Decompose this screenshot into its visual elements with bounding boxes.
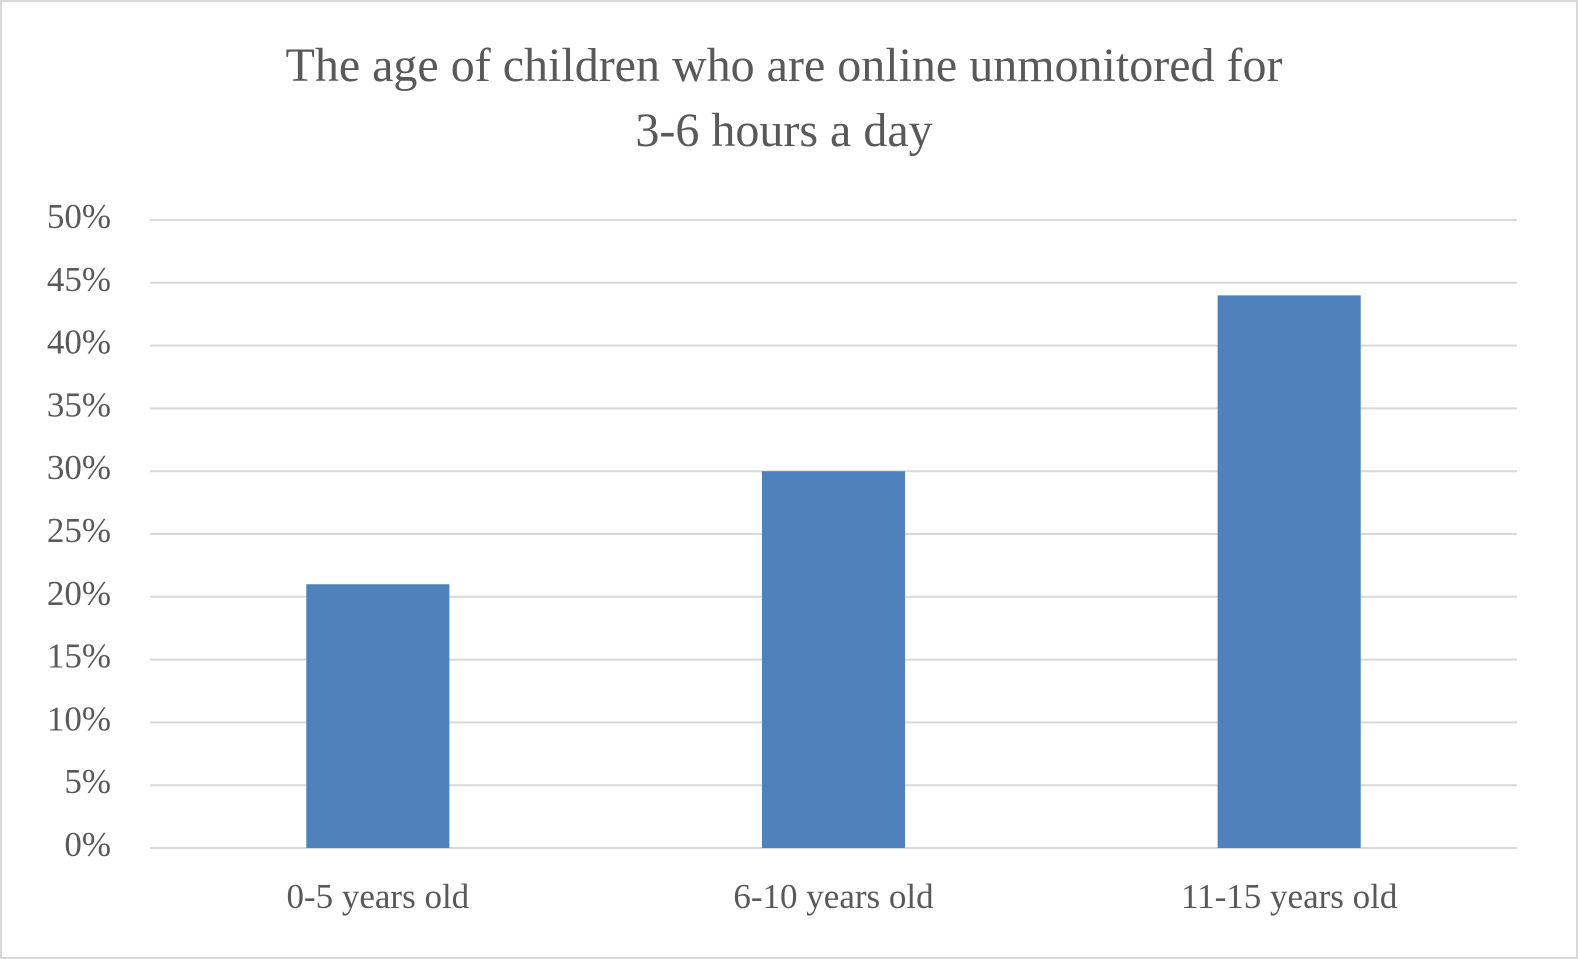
y-tick-label: 25% xyxy=(47,511,111,550)
y-tick-label: 40% xyxy=(47,323,111,362)
y-tick-label: 50% xyxy=(47,197,111,236)
chart-title: The age of children who are online unmon… xyxy=(286,39,1283,92)
y-tick-label: 5% xyxy=(64,762,111,801)
y-tick-label: 10% xyxy=(47,699,111,738)
y-tick-label: 0% xyxy=(64,825,111,864)
x-tick-label: 0-5 years old xyxy=(286,877,469,916)
bar xyxy=(1217,295,1361,848)
y-tick-label: 35% xyxy=(47,385,111,424)
bar xyxy=(761,471,906,848)
chart-title: 3-6 hours a day xyxy=(635,104,932,157)
y-tick-label: 20% xyxy=(47,574,111,613)
x-tick-label: 6-10 years old xyxy=(733,877,934,916)
y-tick-label: 30% xyxy=(47,448,111,487)
y-tick-label: 15% xyxy=(47,637,111,676)
bar xyxy=(306,584,450,848)
y-tick-label: 45% xyxy=(47,260,111,299)
x-tick-label: 11-15 years old xyxy=(1181,877,1398,916)
